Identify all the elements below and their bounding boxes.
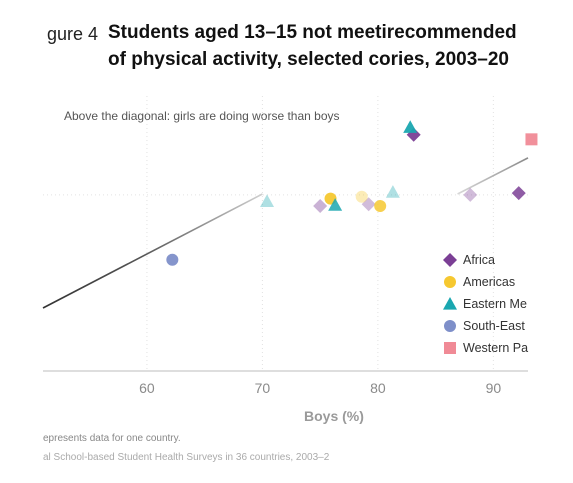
legend-marker <box>444 320 456 332</box>
legend-item: Eastern Me <box>441 293 528 315</box>
africa-point <box>313 199 328 214</box>
circle-swatch-icon <box>441 274 459 290</box>
africa-point <box>511 186 526 201</box>
square-swatch-icon <box>441 340 459 356</box>
western-pacific-point <box>525 133 538 146</box>
triangle-swatch-icon <box>441 296 459 312</box>
legend-label: Western Pa <box>463 341 529 355</box>
diagonal-line-upper <box>457 157 529 195</box>
eastern-mediterranean-point <box>328 198 343 211</box>
diagonal-note: Above the diagonal: girls are doing wors… <box>64 109 340 123</box>
legend-item: Western Pa <box>441 337 528 359</box>
legend-item: Americas <box>441 271 528 293</box>
chart-title-line-1: Students aged 13–15 not meetirecommended <box>108 22 517 43</box>
diagonal-line <box>42 193 263 309</box>
diamond-swatch-icon <box>441 252 459 268</box>
x-tick-label: 60 <box>139 380 155 396</box>
x-tick-label: 90 <box>486 380 502 396</box>
americas-point <box>355 190 368 203</box>
legend-marker <box>444 342 456 354</box>
circle-swatch-icon <box>441 318 459 334</box>
x-tick-label: 80 <box>370 380 386 396</box>
legend-item: South-East <box>441 315 528 337</box>
footnote-one-country: epresents data for one country. <box>43 433 181 444</box>
chart-legend: Africa Americas Eastern Me South-East Wester… <box>441 249 528 359</box>
legend-label: Africa <box>463 253 495 267</box>
chart-title-line-2: of physical activity, selected cories, 2… <box>108 49 509 70</box>
eastern-mediterranean-point <box>260 194 275 208</box>
legend-marker <box>443 297 457 310</box>
legend-label: Eastern Me <box>463 297 527 311</box>
x-tick-label: 70 <box>255 380 271 396</box>
figure-label: gure 4 <box>47 24 99 44</box>
legend-label: Americas <box>463 275 516 289</box>
eastern-mediterranean-point <box>403 120 418 133</box>
legend-marker <box>443 253 457 267</box>
footnote-source: al School-based Student Health Surveys i… <box>43 452 330 463</box>
legend-item: Africa <box>441 249 528 271</box>
africa-point <box>361 197 376 212</box>
eastern-mediterranean-point <box>385 185 400 198</box>
africa-point <box>463 187 478 202</box>
legend-marker <box>444 276 456 288</box>
legend-label: South-East <box>463 319 525 333</box>
south-east-asia-point <box>166 253 179 266</box>
x-axis-label: Boys (%) <box>304 408 364 424</box>
americas-point <box>374 200 387 213</box>
